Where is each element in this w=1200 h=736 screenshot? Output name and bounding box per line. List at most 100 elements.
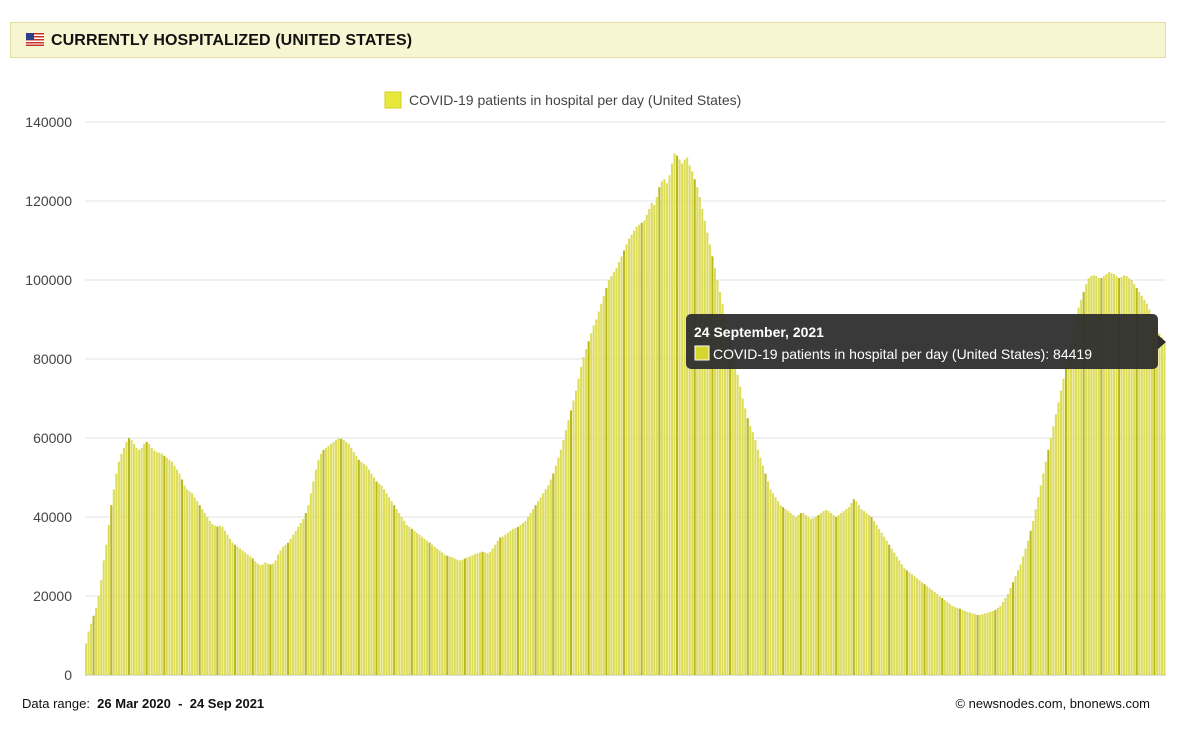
bar[interactable]	[532, 509, 535, 675]
bar[interactable]	[360, 461, 363, 675]
bar[interactable]	[1024, 548, 1027, 675]
bar[interactable]	[736, 374, 739, 675]
bar[interactable]	[496, 540, 499, 675]
bar[interactable]	[539, 497, 542, 675]
bar[interactable]	[908, 572, 911, 675]
bar[interactable]	[125, 441, 128, 675]
bar[interactable]	[726, 327, 729, 675]
bar[interactable]	[640, 222, 643, 676]
bar[interactable]	[372, 477, 375, 676]
bar[interactable]	[279, 550, 282, 675]
bar[interactable]	[635, 226, 638, 675]
bar[interactable]	[365, 465, 368, 675]
bar[interactable]	[266, 563, 269, 675]
bar[interactable]	[1107, 272, 1110, 675]
bar[interactable]	[231, 542, 234, 675]
bar[interactable]	[486, 553, 489, 675]
bar[interactable]	[347, 443, 350, 675]
bar[interactable]	[638, 224, 641, 675]
bar[interactable]	[936, 594, 939, 675]
bar[interactable]	[213, 525, 216, 675]
bar[interactable]	[953, 607, 956, 675]
bar[interactable]	[271, 563, 274, 675]
bar[interactable]	[256, 563, 259, 675]
bar[interactable]	[516, 526, 519, 676]
bar[interactable]	[226, 534, 229, 675]
bar[interactable]	[610, 276, 613, 675]
bar[interactable]	[388, 497, 391, 675]
bar[interactable]	[249, 556, 252, 676]
bar[interactable]	[276, 554, 280, 675]
bar[interactable]	[332, 441, 335, 675]
bar[interactable]	[211, 524, 214, 675]
bar[interactable]	[701, 208, 704, 675]
bar[interactable]	[1022, 556, 1025, 676]
bar[interactable]	[221, 526, 224, 676]
bar[interactable]	[274, 560, 277, 675]
bar[interactable]	[342, 439, 345, 675]
bar[interactable]	[759, 457, 762, 675]
bar[interactable]	[630, 234, 633, 675]
bar[interactable]	[511, 528, 514, 675]
bar[interactable]	[261, 564, 264, 675]
bar[interactable]	[148, 443, 151, 675]
bar[interactable]	[355, 455, 358, 675]
bar[interactable]	[529, 513, 532, 675]
bar[interactable]	[721, 303, 724, 675]
bar[interactable]	[698, 197, 701, 676]
bar[interactable]	[461, 559, 464, 675]
bar[interactable]	[92, 615, 95, 675]
bar[interactable]	[307, 505, 310, 675]
bar[interactable]	[423, 538, 426, 675]
bar[interactable]	[873, 520, 876, 675]
bar[interactable]	[706, 232, 709, 675]
bar[interactable]	[186, 489, 189, 675]
bar[interactable]	[994, 609, 997, 675]
bar[interactable]	[898, 560, 901, 675]
bar[interactable]	[703, 220, 706, 675]
bar[interactable]	[1057, 402, 1060, 675]
bar[interactable]	[254, 561, 257, 675]
bar[interactable]	[625, 244, 628, 675]
bar[interactable]	[557, 457, 560, 675]
bar[interactable]	[165, 457, 168, 675]
bar[interactable]	[842, 511, 845, 675]
bar[interactable]	[645, 214, 648, 675]
bar[interactable]	[499, 537, 502, 675]
bar[interactable]	[607, 280, 610, 675]
bar[interactable]	[797, 515, 800, 675]
bar[interactable]	[198, 505, 201, 675]
bar[interactable]	[537, 501, 540, 675]
bar[interactable]	[1014, 576, 1017, 675]
bar[interactable]	[340, 438, 343, 675]
bar[interactable]	[580, 366, 583, 675]
bar[interactable]	[1128, 278, 1131, 675]
bar[interactable]	[708, 244, 711, 675]
bar[interactable]	[292, 534, 295, 675]
bar[interactable]	[1105, 274, 1108, 675]
bar[interactable]	[878, 528, 881, 675]
bar[interactable]	[1082, 291, 1085, 675]
bar[interactable]	[476, 553, 479, 675]
bar[interactable]	[473, 554, 477, 675]
bar[interactable]	[1075, 319, 1078, 676]
bar[interactable]	[754, 439, 757, 675]
bar[interactable]	[377, 483, 381, 675]
bar[interactable]	[87, 631, 90, 675]
bar[interactable]	[1097, 278, 1100, 675]
bar[interactable]	[282, 546, 285, 676]
bar[interactable]	[850, 503, 853, 675]
bar[interactable]	[989, 611, 992, 675]
bar[interactable]	[1039, 485, 1042, 675]
bar[interactable]	[521, 522, 525, 675]
bar[interactable]	[974, 614, 977, 675]
bar[interactable]	[716, 280, 719, 675]
bar[interactable]	[764, 473, 767, 675]
bar[interactable]	[855, 501, 858, 675]
bar[interactable]	[670, 163, 674, 675]
bar[interactable]	[436, 548, 439, 675]
bar[interactable]	[362, 463, 365, 675]
bar[interactable]	[676, 155, 679, 675]
bar[interactable]	[122, 447, 125, 676]
bar[interactable]	[1118, 278, 1121, 675]
